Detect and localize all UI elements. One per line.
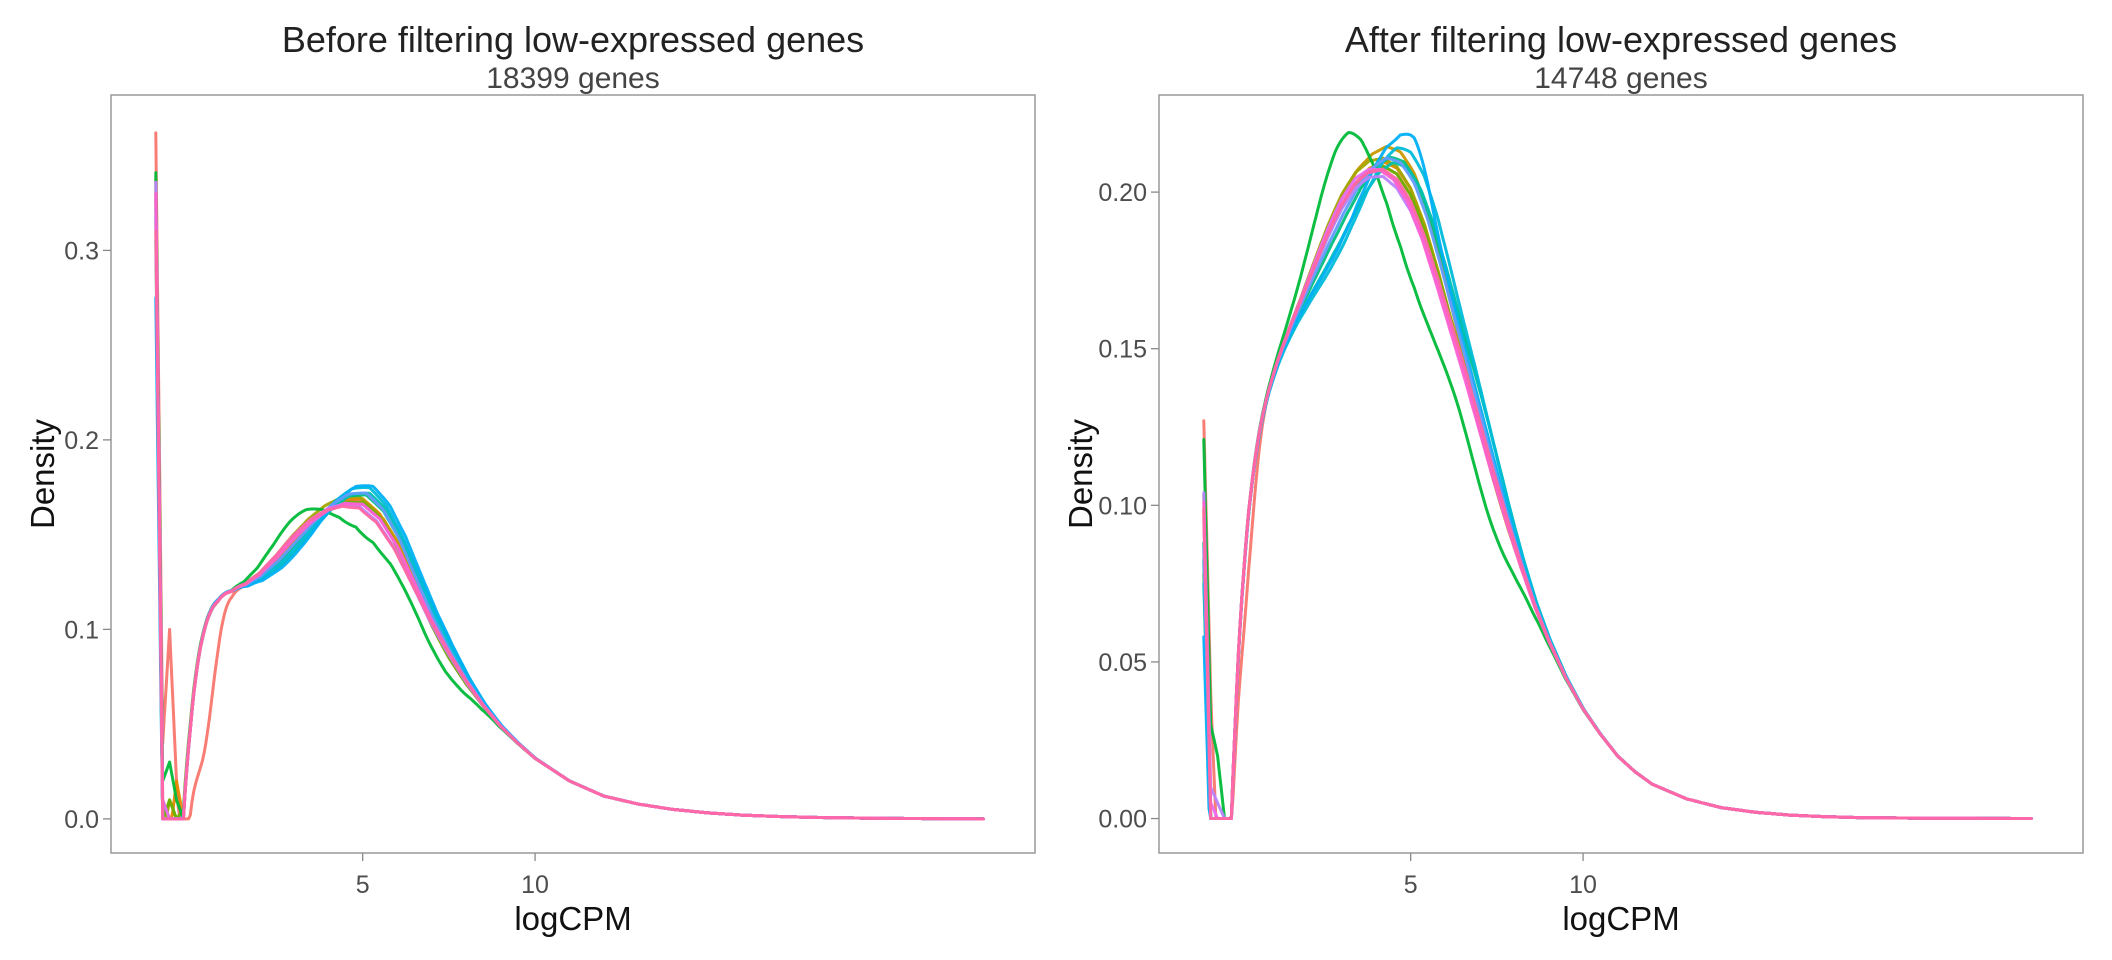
chart-title: Before filtering low-expressed genes [282, 19, 864, 60]
panel-after: After filtering low-expressed genes 1474… [1062, 19, 2084, 937]
x-axis-label: logCPM [514, 900, 631, 937]
y-tick-label: 0.3 [64, 237, 99, 265]
density-curve [1202, 155, 2033, 820]
density-curve [154, 192, 985, 821]
density-curve [154, 239, 985, 821]
chart-title: After filtering low-expressed genes [1345, 19, 1897, 60]
y-tick-label: 0.10 [1098, 492, 1147, 520]
y-tick-label: 0.2 [64, 427, 99, 455]
chart-subtitle: 18399 genes [486, 62, 660, 95]
x-axis-ticks: 5 10 [356, 853, 549, 899]
curves [1202, 131, 2033, 820]
y-tick-label: 0.00 [1098, 806, 1147, 834]
density-curve [1202, 156, 2033, 820]
density-curve [1202, 161, 2033, 820]
curves [154, 131, 985, 821]
density-curve [154, 229, 985, 821]
y-axis-ticks: 0.0 0.1 0.2 0.3 [64, 237, 111, 834]
x-tick-label: 5 [1404, 871, 1418, 899]
plot-frame [1158, 94, 2084, 854]
chart-subtitle: 14748 genes [1534, 62, 1708, 95]
density-curve [154, 220, 985, 821]
density-curve [154, 192, 985, 821]
y-tick-label: 0.15 [1098, 336, 1147, 364]
density-curve [154, 188, 985, 821]
density-curve [154, 131, 985, 821]
x-tick-label: 10 [1569, 871, 1597, 899]
density-curve [154, 197, 985, 821]
y-tick-label: 0.20 [1098, 179, 1147, 207]
density-curve [154, 176, 985, 821]
density-curve [154, 207, 985, 821]
y-axis-label: Density [24, 418, 61, 529]
x-axis-ticks: 5 10 [1404, 853, 1597, 899]
density-curve [154, 171, 985, 821]
density-curve [1202, 156, 2033, 820]
density-curve [1202, 160, 2033, 820]
x-tick-label: 10 [521, 871, 549, 899]
density-curve [154, 180, 985, 821]
plot-frame [110, 94, 1036, 854]
y-axis-ticks: 0.00 0.05 0.10 0.15 0.20 [1098, 179, 1159, 834]
y-tick-label: 0.1 [64, 616, 99, 644]
x-axis-label: logCPM [1562, 900, 1679, 937]
x-tick-label: 5 [356, 871, 370, 899]
y-tick-label: 0.05 [1098, 649, 1147, 677]
density-curve [1202, 167, 2033, 820]
panel-before: Before filtering low-expressed genes 183… [24, 19, 1036, 937]
y-axis-label: Density [1062, 418, 1099, 529]
y-tick-label: 0.0 [64, 806, 99, 834]
density-curve [154, 201, 985, 821]
density-curve [154, 214, 985, 821]
